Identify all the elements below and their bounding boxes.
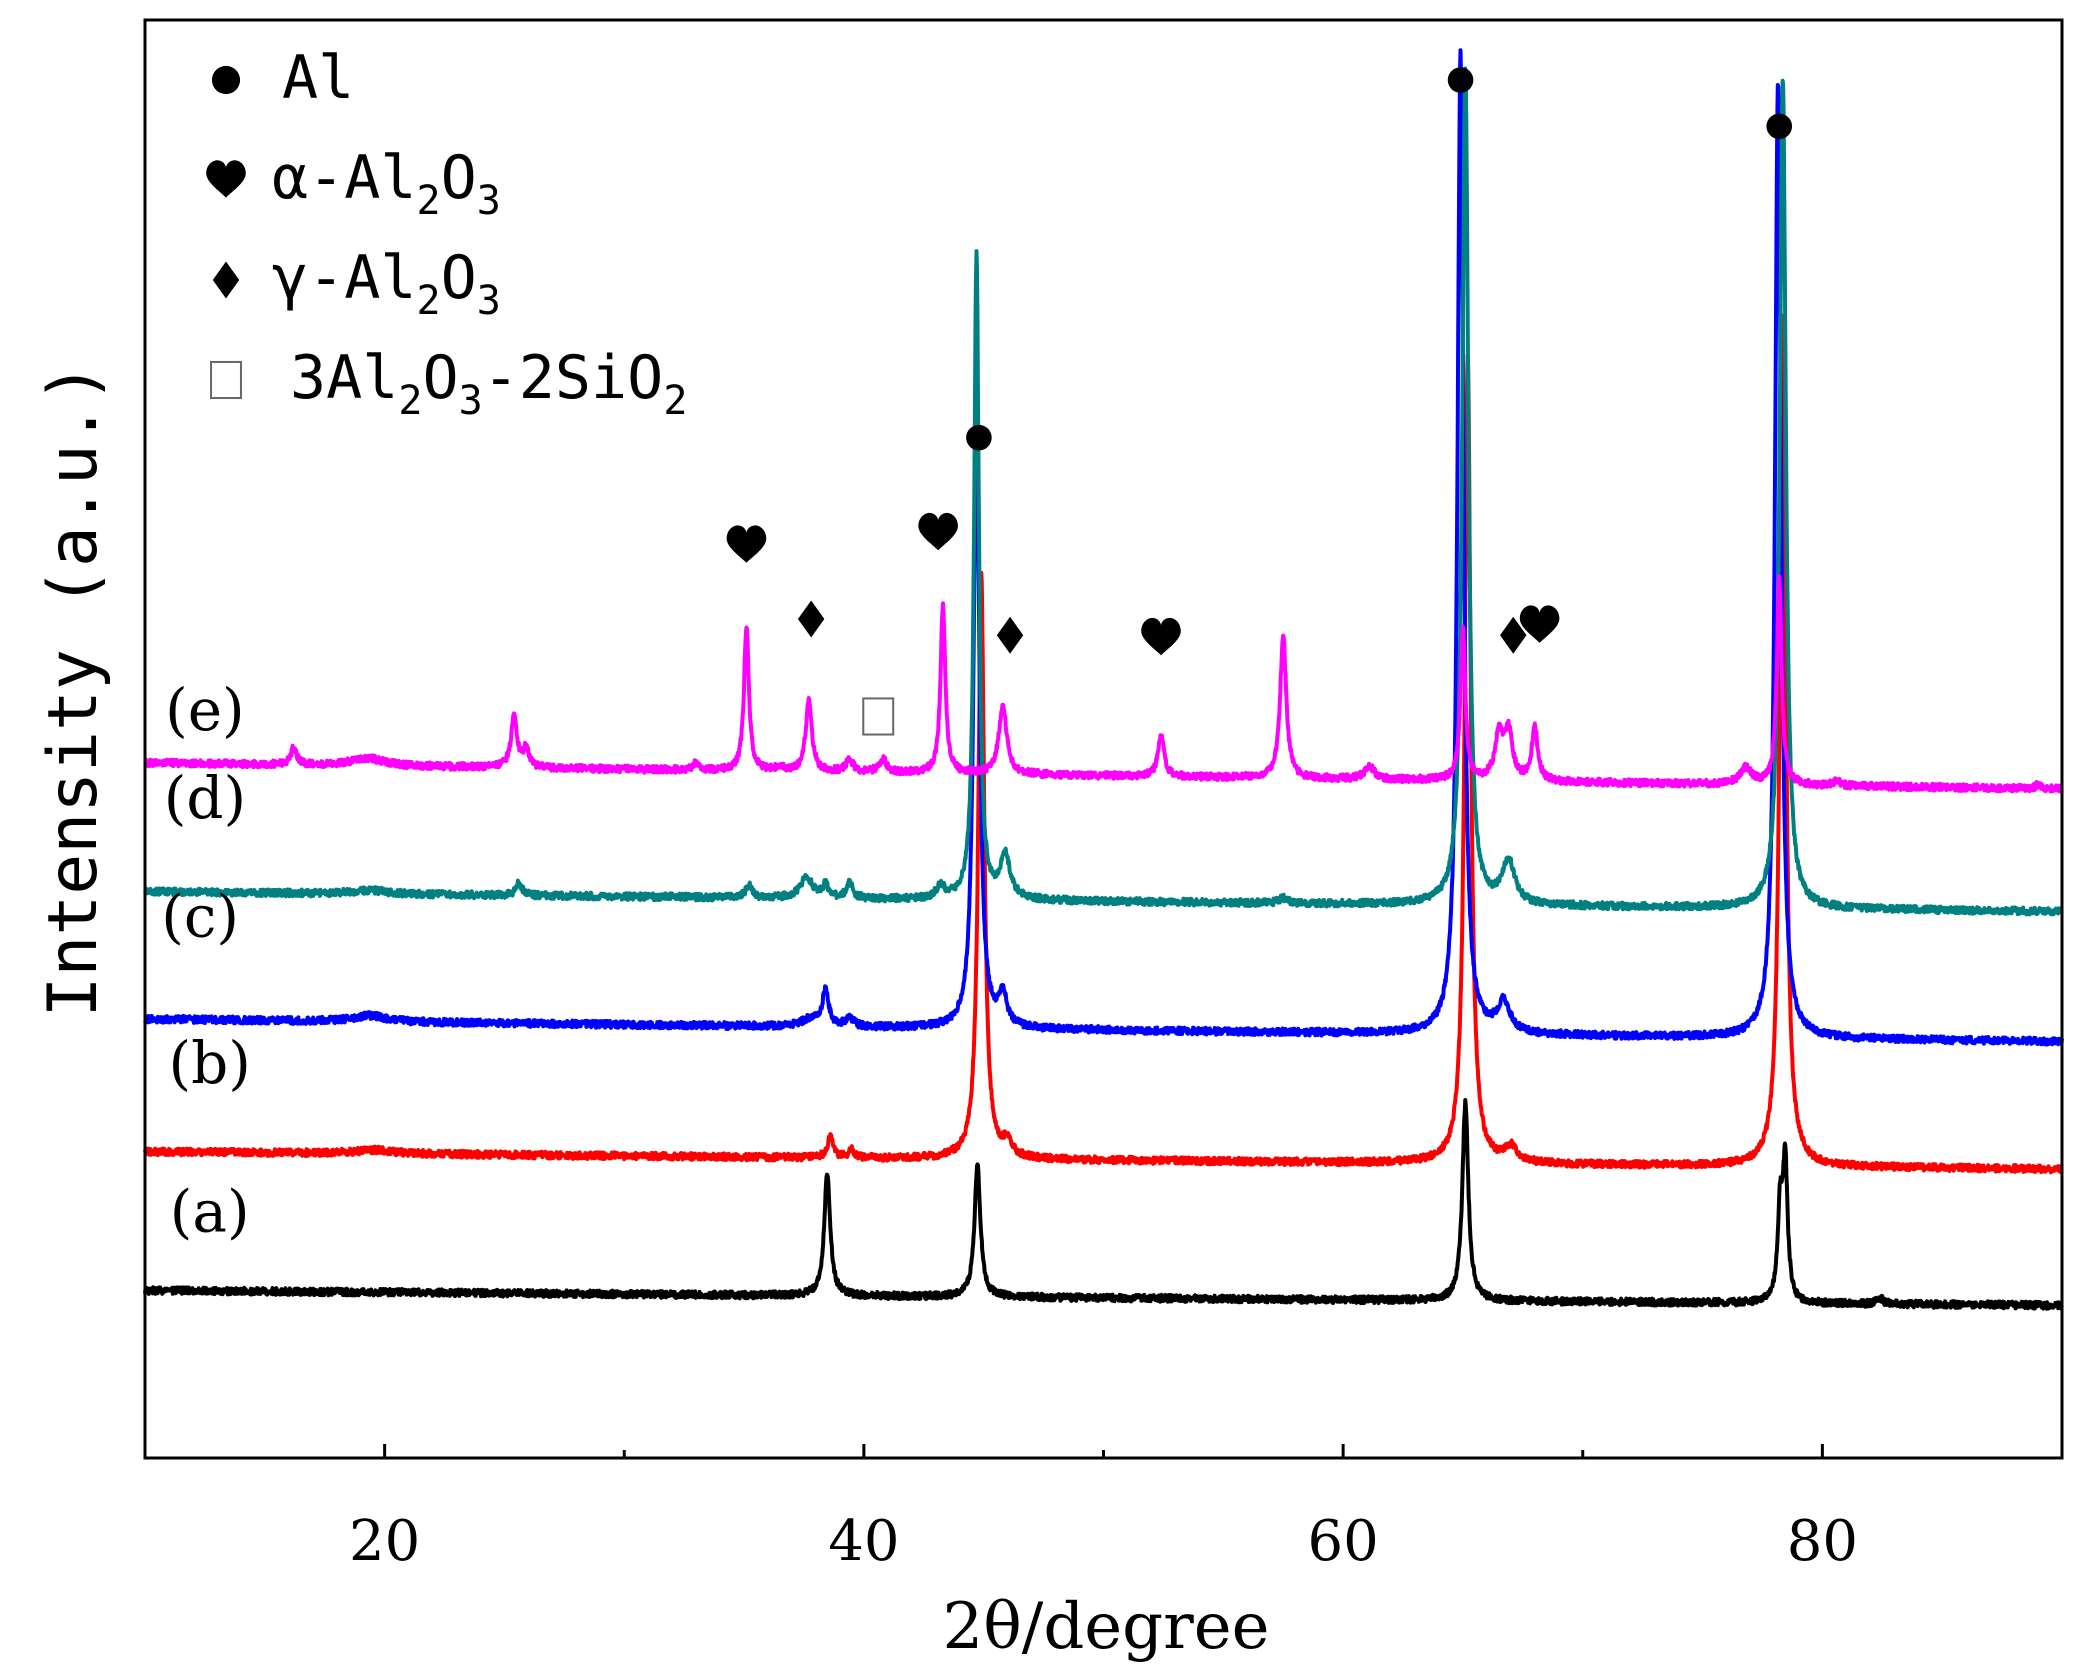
legend-subscript: 2 bbox=[417, 178, 441, 224]
legend-label-text: 3Al bbox=[290, 343, 398, 413]
x-tick-label: 40 bbox=[828, 1509, 899, 1574]
series-label-layer: (e) (d) (c) (b) (a) bbox=[161, 676, 251, 1245]
legend-subscript: 3 bbox=[459, 378, 483, 424]
x-tick-label: 80 bbox=[1787, 1509, 1858, 1574]
heart-marker-icon bbox=[726, 525, 767, 563]
legend-subscript: 2 bbox=[417, 278, 441, 324]
circle-marker-icon bbox=[1447, 67, 1474, 93]
heart-marker-icon bbox=[1519, 605, 1560, 643]
legend-circle-icon bbox=[211, 65, 241, 95]
circle-marker-icon bbox=[966, 424, 992, 451]
legend-label-text: O bbox=[422, 343, 458, 413]
x-tick-label: 60 bbox=[1307, 1509, 1378, 1574]
legend-label-text: α-Al bbox=[272, 143, 417, 213]
series-line-d bbox=[143, 66, 2064, 917]
legend-label-text: O bbox=[441, 143, 477, 213]
legend-label-text: O bbox=[441, 243, 477, 313]
axes-layer: 20 40 60 80 bbox=[143, 18, 2064, 1574]
legend-label: 3Al2O3-2SiO2 bbox=[290, 343, 687, 424]
series-label-e: (e) bbox=[165, 676, 245, 744]
legend-label: α-Al2O3 bbox=[272, 143, 501, 224]
series-line-e bbox=[143, 574, 2064, 794]
diamond-marker-icon bbox=[1500, 616, 1527, 654]
series-line-c bbox=[143, 48, 2064, 1047]
series-label-b: (b) bbox=[169, 1029, 251, 1097]
series-line-b bbox=[143, 313, 2064, 1175]
x-tick-label: 20 bbox=[349, 1509, 420, 1574]
legend-label-text: γ-Al bbox=[272, 243, 417, 313]
circle-marker-icon bbox=[1766, 113, 1793, 140]
annotation-layer bbox=[726, 67, 1793, 736]
legend-subscript: 2 bbox=[398, 378, 422, 424]
y-axis-label: Intensity (a.u.) bbox=[34, 362, 113, 1017]
legend-label: Al bbox=[282, 43, 354, 113]
legend-subscript: 3 bbox=[477, 178, 501, 224]
x-axis-label: 2θ/degree bbox=[943, 1590, 1270, 1664]
legend-subscript: 3 bbox=[477, 278, 501, 324]
series-layer bbox=[143, 48, 2064, 1311]
legend-heart-icon bbox=[206, 160, 246, 198]
series-label-a: (a) bbox=[170, 1178, 250, 1246]
legend-label: γ-Al2O3 bbox=[272, 243, 501, 324]
diamond-marker-icon bbox=[797, 600, 825, 638]
heart-marker-icon bbox=[1141, 617, 1181, 656]
diamond-marker-icon bbox=[996, 616, 1024, 654]
series-line-a bbox=[143, 1098, 2064, 1311]
legend-diamond-icon bbox=[212, 261, 240, 299]
heart-marker-icon bbox=[918, 512, 958, 551]
legend-subscript: 2 bbox=[663, 378, 687, 424]
series-label-d: (d) bbox=[164, 764, 246, 832]
legend-square-icon bbox=[210, 360, 242, 400]
legend-label-text: -2SiO bbox=[483, 343, 664, 413]
legend-label-text: Al bbox=[282, 43, 354, 113]
series-label-c: (c) bbox=[161, 883, 239, 951]
square-marker-icon bbox=[862, 697, 895, 736]
